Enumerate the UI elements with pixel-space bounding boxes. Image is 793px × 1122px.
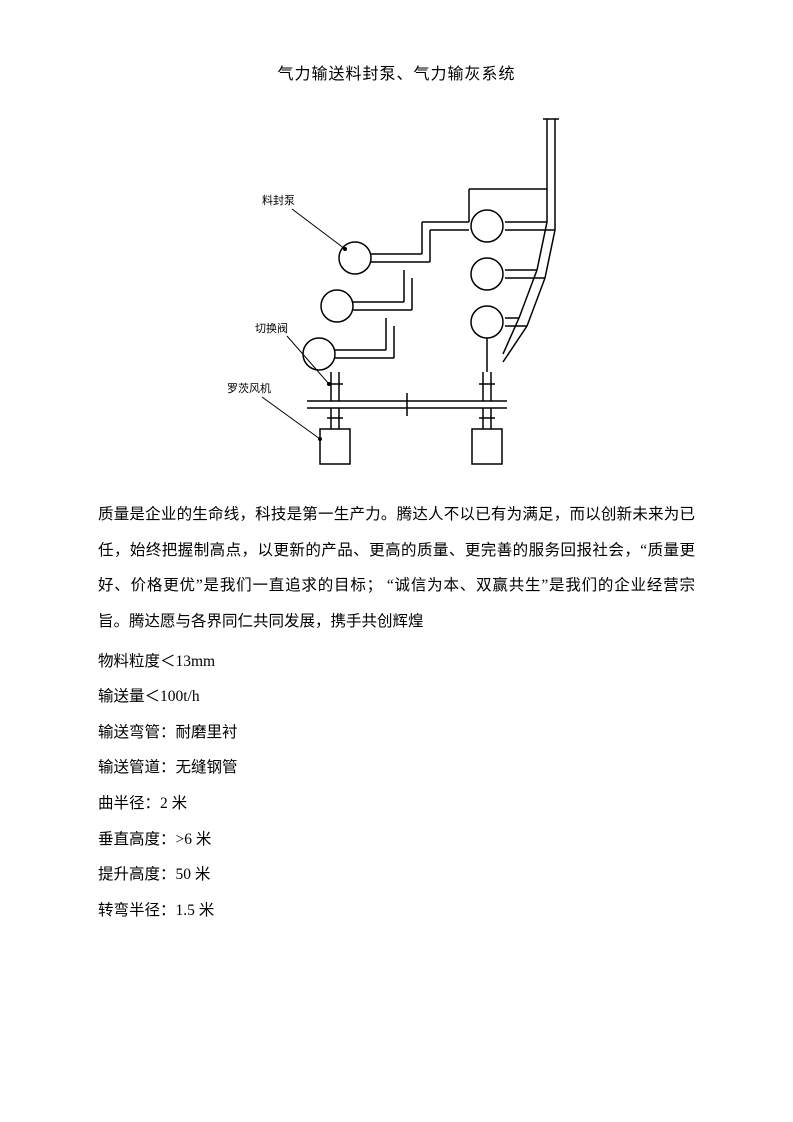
spec-item: 输送弯管：耐磨里衬 [98, 715, 695, 751]
page-title: 气力输送料封泵、气力输灰系统 [98, 60, 695, 84]
spec-item: 提升高度：50 米 [98, 857, 695, 893]
schematic-diagram: 料封泵 切换阀 罗茨风机 [207, 114, 587, 469]
spec-item: 曲半径：2 米 [98, 786, 695, 822]
label-pump: 料封泵 [262, 193, 295, 207]
label-blower: 罗茨风机 [227, 381, 271, 395]
spec-list: 物料粒度＜13mm 输送量＜100t/h 输送弯管：耐磨里衬 输送管道：无缝钢管… [98, 644, 695, 929]
spec-item: 物料粒度＜13mm [98, 644, 695, 680]
spec-item: 转弯半径：1.5 米 [98, 893, 695, 929]
diagram-container: 料封泵 切换阀 罗茨风机 [98, 114, 695, 469]
body-paragraph: 质量是企业的生命线，科技是第一生产力。腾达人不以已有为满足，而以创新未来为已任，… [98, 497, 695, 640]
spec-item: 输送管道：无缝钢管 [98, 750, 695, 786]
spec-item: 输送量＜100t/h [98, 679, 695, 715]
label-valve: 切换阀 [255, 321, 288, 335]
spec-item: 垂直高度：>6 米 [98, 822, 695, 858]
